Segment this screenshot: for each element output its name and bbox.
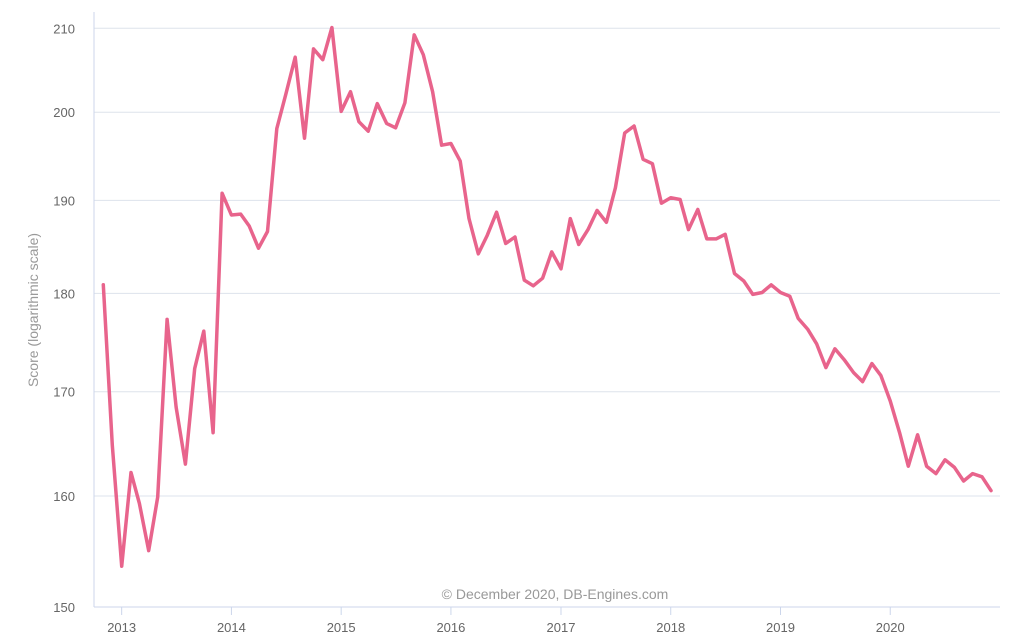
y-tick-label: 210 bbox=[53, 21, 75, 36]
y-gridlines bbox=[94, 27, 1000, 497]
x-tick-label: 2017 bbox=[547, 620, 576, 635]
x-tick-labels: 2013 2014 2015 2016 2017 2018 2019 2020 bbox=[107, 607, 905, 635]
x-tick-label: 2014 bbox=[217, 620, 246, 635]
y-tick-label: 150 bbox=[53, 600, 75, 615]
x-tick-label: 2016 bbox=[436, 620, 465, 635]
y-tick-label: 180 bbox=[53, 286, 75, 301]
y-tick-label: 190 bbox=[53, 193, 75, 208]
x-tick-label: 2019 bbox=[766, 620, 795, 635]
credit-text: © December 2020, DB-Engines.com bbox=[442, 586, 669, 602]
y-tick-label: 200 bbox=[53, 105, 75, 120]
x-tick-label: 2018 bbox=[656, 620, 685, 635]
y-axis-title: Score (logarithmic scale) bbox=[25, 233, 41, 387]
series bbox=[101, 25, 993, 568]
y-tick-label: 170 bbox=[53, 385, 75, 400]
x-tick-label: 2013 bbox=[107, 620, 136, 635]
x-tick-label: 2020 bbox=[876, 620, 905, 635]
y-tick-labels: 150 160 170 180 190 200 210 bbox=[53, 21, 75, 615]
series-line bbox=[101, 25, 993, 568]
axes bbox=[93, 12, 1000, 608]
y-tick-label: 160 bbox=[53, 489, 75, 504]
x-tick-label: 2015 bbox=[327, 620, 356, 635]
